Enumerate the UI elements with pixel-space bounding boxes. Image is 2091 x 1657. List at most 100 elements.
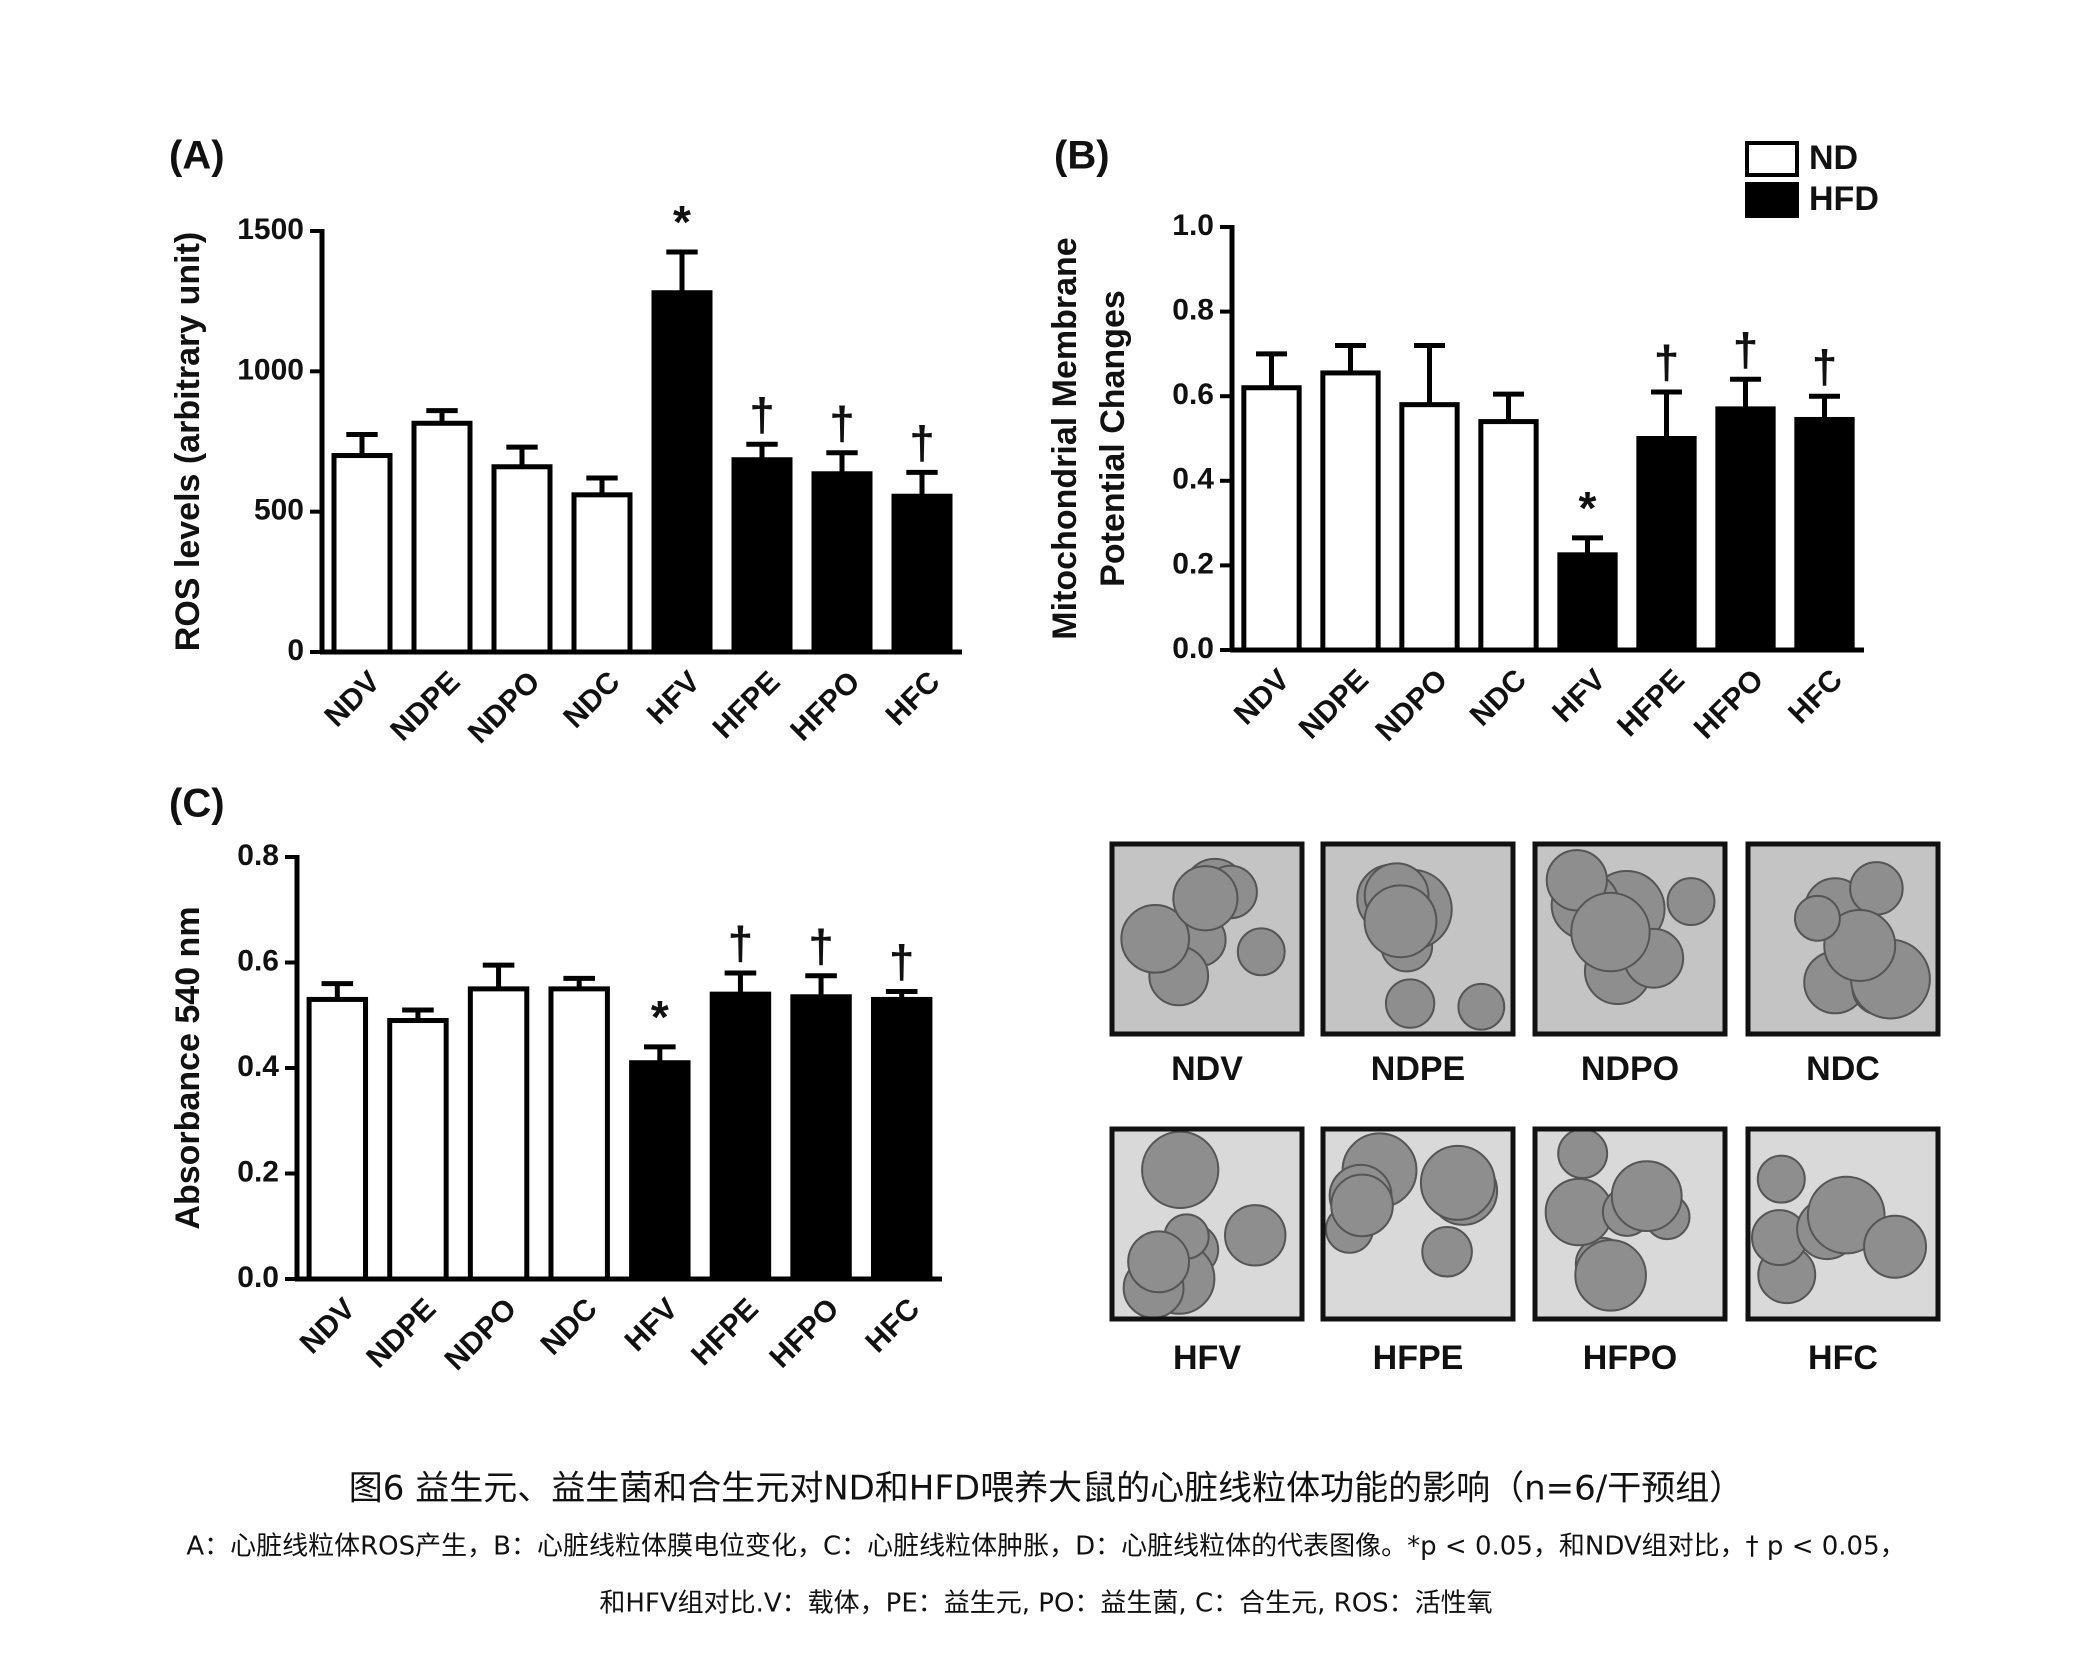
bar <box>1794 416 1855 653</box>
bar <box>1320 370 1381 653</box>
micrograph-frame <box>1109 1126 1305 1322</box>
micrograph <box>1109 1126 1305 1322</box>
y-axis-label: Mitochondrial Membrane <box>1046 237 1084 639</box>
y-axis-label: Absorbance 540 nm <box>169 906 207 1229</box>
micrograph-label: NDV <box>1171 1050 1243 1088</box>
panel-label: (A) <box>169 134 225 178</box>
micrograph-frame <box>1745 1126 1941 1322</box>
x-tick-label: HFV <box>1546 663 1612 729</box>
bar <box>491 464 553 655</box>
y-tick-label: 0 <box>287 634 304 667</box>
mitochondrion <box>1120 903 1191 974</box>
micrograph <box>1109 841 1305 1037</box>
micrograph-label: HFC <box>1808 1339 1878 1377</box>
x-tick-label: NDV <box>1228 663 1296 731</box>
micrograph <box>1320 1126 1516 1322</box>
y-tick-label: 500 <box>254 494 304 527</box>
micrograph-label: HFPO <box>1583 1339 1677 1377</box>
y-tick-label: 0.2 <box>1172 547 1214 580</box>
bar <box>629 1060 691 1282</box>
y-tick-label: 0.6 <box>1172 378 1214 411</box>
x-tick-label: HFC <box>859 1292 926 1359</box>
bar <box>709 991 772 1282</box>
mitochondrion <box>1666 877 1716 927</box>
bar <box>571 492 633 655</box>
mitochondrion <box>1557 1128 1609 1180</box>
x-tick-label: NDPO <box>462 665 547 750</box>
bar <box>651 290 713 655</box>
micrograph-frame <box>1745 841 1941 1037</box>
mitochondrion <box>1141 1130 1220 1210</box>
micrograph-frame <box>1320 841 1516 1037</box>
y-tick-label: 0.0 <box>1172 632 1214 665</box>
bar <box>790 994 852 1282</box>
mitochondrion <box>1570 891 1651 973</box>
mitochondrion <box>1127 1230 1191 1294</box>
micrograph <box>1532 841 1728 1037</box>
mitochondrion <box>1384 978 1436 1029</box>
x-tick-label: HFC <box>1782 663 1849 730</box>
bar <box>467 986 530 1282</box>
mitochondrion <box>1823 909 1897 982</box>
x-tick-label: NDPE <box>1293 663 1375 745</box>
bar <box>548 986 610 1282</box>
x-tick-label: NDPE <box>360 1292 442 1374</box>
x-tick-label: NDPE <box>384 665 466 747</box>
x-tick-label: HFPO <box>784 665 866 747</box>
caption-title: 图6 益生元、益生菌和合生元对ND和HFD喂养大鼠的心脏线粒体功能的影响（n=6… <box>349 1469 1743 1509</box>
bar <box>1557 552 1618 653</box>
bar <box>1399 402 1460 653</box>
micrograph-label: HFV <box>1173 1339 1241 1377</box>
significance-mark: * <box>651 991 669 1043</box>
bar <box>1715 406 1776 653</box>
micrograph <box>1532 1126 1728 1322</box>
micrograph-frame <box>1532 841 1728 1037</box>
caption-note: 和HFV组对比.V：载体，PE：益生元, PO：益生菌, C：合生元, ROS：… <box>599 1589 1492 1619</box>
bar <box>1241 385 1302 653</box>
mitochondrion <box>1419 1144 1496 1221</box>
x-tick-label: NDV <box>294 1292 362 1360</box>
mitochondrion <box>1457 982 1506 1031</box>
bar <box>870 996 933 1282</box>
bar <box>331 453 393 655</box>
x-tick-label: NDV <box>318 665 386 733</box>
mitochondrion <box>1236 927 1286 977</box>
y-tick-label: 0.4 <box>237 1050 279 1083</box>
x-tick-label: NDC <box>1464 663 1533 732</box>
x-tick-label: HFV <box>641 665 707 731</box>
micrograph-label: HFPE <box>1373 1339 1464 1377</box>
x-tick-label: HFPE <box>707 665 787 745</box>
x-tick-label: HFPE <box>1611 663 1691 743</box>
x-tick-label: NDC <box>534 1292 603 1361</box>
significance-mark: † <box>1733 323 1759 375</box>
micrograph-frame <box>1532 1126 1728 1322</box>
y-tick-label: 0.4 <box>1172 463 1214 496</box>
mitochondrion <box>1793 894 1841 942</box>
micrograph <box>1745 841 1941 1037</box>
bar <box>306 996 369 1282</box>
y-axis-label: ROS levels (arbitrary unit) <box>169 232 207 651</box>
significance-mark: † <box>889 936 915 988</box>
panel-label: (B) <box>1054 134 1110 178</box>
y-tick-label: 1.0 <box>1172 209 1214 242</box>
mitochondrion <box>1849 861 1904 916</box>
bar <box>1478 419 1539 653</box>
y-tick-label: 0.2 <box>237 1155 279 1188</box>
mitochondrion <box>1806 1175 1886 1255</box>
x-tick-label: NDPO <box>438 1292 523 1377</box>
x-tick-label: HFPO <box>1688 663 1770 745</box>
bar <box>387 1018 449 1282</box>
bar <box>731 457 793 655</box>
micrograph-frame <box>1320 1126 1516 1322</box>
significance-mark: * <box>1579 482 1597 534</box>
mitochondrion <box>1421 1225 1473 1278</box>
x-tick-label: HFPO <box>763 1292 845 1374</box>
legend-swatch <box>1745 182 1799 218</box>
mitochondrion <box>1863 1214 1928 1279</box>
y-tick-label: 0.6 <box>237 944 279 977</box>
significance-mark: † <box>728 917 754 969</box>
x-tick-label: HFV <box>619 1292 685 1358</box>
significance-mark: † <box>749 388 775 440</box>
y-tick-label: 1500 <box>237 213 304 246</box>
